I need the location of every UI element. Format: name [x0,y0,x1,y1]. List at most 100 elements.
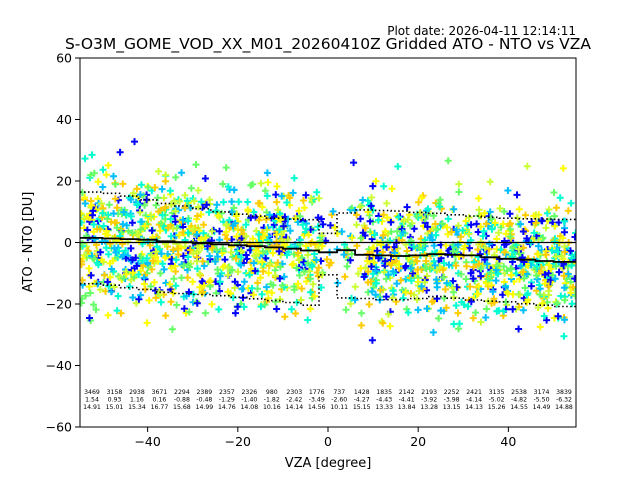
scatter-point [116,148,124,156]
scatter-point [173,301,181,309]
scatter-point [258,290,266,298]
scatter-point [208,300,216,308]
scatter-point [104,278,112,286]
scatter-point [552,253,560,261]
scatter-point [160,265,168,273]
scatter-point [504,187,512,194]
scatter-point [259,267,267,275]
scatter-point [410,243,418,251]
scatter-point [237,253,245,261]
scatter-point [184,253,192,261]
scatter-point [294,280,302,288]
y-tick-label: −20 [46,297,72,312]
scatter-point [280,273,288,281]
scatter-point [172,173,180,181]
scatter-point [307,288,315,296]
scatter-point [530,229,538,237]
scatter-point [100,222,108,230]
scatter-point [106,240,114,248]
scatter-point [403,203,411,211]
scatter-point [316,237,324,245]
scatter-point [157,298,165,306]
scatter-point [114,292,122,300]
scatter-point [383,214,391,222]
scatter-point [564,207,572,215]
scatter-point [151,184,159,191]
scatter-point [219,180,227,188]
scatter-point [515,205,523,213]
scatter-point [140,274,148,282]
scatter-point [455,188,463,196]
scatter-point [409,269,417,277]
scatter-point [520,274,528,282]
scatter-point [530,212,538,220]
scatter-point [255,216,263,224]
scatter-point [122,247,130,255]
scatter-point [534,250,542,258]
bin-stat-label: 2303 -2.42 14.14 [285,389,303,411]
scatter-point [274,259,282,267]
scatter-point [228,198,236,206]
scatter-point [444,215,452,223]
scatter-point [522,211,529,219]
scatter-point [263,169,271,177]
scatter-point [463,262,471,270]
scatter-point [373,247,381,255]
scatter-point [383,243,391,251]
scatter-point [351,283,359,291]
scatter-point [393,280,401,288]
scatter-point [257,274,264,282]
scatter-point [571,275,576,283]
scatter-point [111,219,119,227]
scatter-point [372,279,380,287]
scatter-point [327,259,335,267]
scatter-point [423,286,431,294]
scatter-point [133,262,141,270]
scatter-point [517,220,524,228]
scatter-point [481,209,489,217]
scatter-point [131,138,138,146]
scatter-point [389,287,397,295]
scatter-point [140,280,148,288]
scatter-point [387,218,395,226]
scatter-point [200,221,208,229]
scatter-point [395,260,403,268]
scatter-point [265,269,273,277]
scatter-point [263,283,271,291]
lower-sigma-line [80,274,576,308]
scatter-point [229,222,237,230]
scatter-point [477,272,485,280]
scatter-point [475,194,483,202]
scatter-point [523,291,531,299]
scatter-point [317,215,325,223]
scatter-point [388,259,396,267]
scatter-point [154,194,162,202]
scatter-point [216,272,224,280]
scatter-point [113,204,121,212]
scatter-point [202,309,209,317]
scatter-point [374,216,382,224]
scatter-point [499,220,507,228]
scatter-point [166,187,174,195]
stat-lines [80,191,576,308]
scatter-point [442,242,450,249]
scatter-point [263,192,271,200]
scatter-point [104,161,112,169]
y-tick-label: 40 [56,112,72,127]
scatter-point [404,216,412,224]
scatter-point [137,181,145,189]
scatter-point [338,228,346,236]
scatter-point [255,231,263,238]
scatter-point [482,279,490,287]
scatter-point [539,234,547,242]
scatter-point [452,262,460,270]
scatter-point [107,288,115,296]
scatter-point [170,275,178,283]
scatter-point [307,194,315,202]
scatter-point [103,215,111,223]
scatter-point [361,224,369,232]
scatter-point [444,157,452,165]
scatter-point [545,269,553,277]
scatter-point [240,303,248,311]
scatter-point [470,263,478,271]
